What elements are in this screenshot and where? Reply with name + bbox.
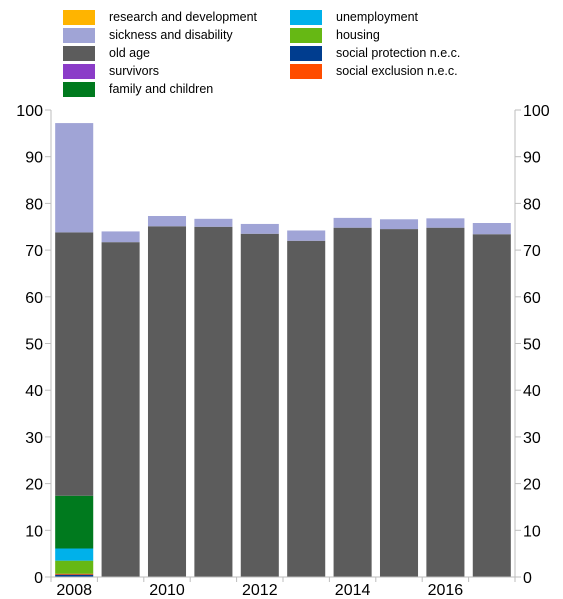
y-tick-label-right: 80 <box>523 196 541 213</box>
legend-swatch <box>63 81 95 97</box>
bar-segment <box>55 574 94 577</box>
y-tick-label-right: 0 <box>523 570 532 587</box>
bar-segment <box>101 231 140 243</box>
y-tick-label: 10 <box>25 523 43 540</box>
y-tick-label-right: 90 <box>523 150 541 167</box>
legend-label: unemployment <box>336 10 418 24</box>
bars-group <box>55 123 511 577</box>
y-tick-label-right: 70 <box>523 243 541 260</box>
y-tick-label-right: 20 <box>523 477 541 494</box>
y-tick-label-right: 40 <box>523 383 541 400</box>
bar-segment <box>55 560 94 574</box>
x-tick-label: 2008 <box>56 582 92 599</box>
x-tick-label: 2014 <box>335 582 371 599</box>
legend-swatch <box>63 27 95 43</box>
bar-segment <box>147 216 187 227</box>
y-tick-label-right: 60 <box>523 290 541 307</box>
legend-item: research and development <box>63 9 257 25</box>
legend-label: old age <box>109 46 151 60</box>
y-tick-label: 80 <box>25 196 43 213</box>
y-tick-label: 60 <box>25 290 43 307</box>
bar-segment <box>147 226 187 577</box>
bar-segment <box>472 234 511 577</box>
y-tick-label-right: 100 <box>523 103 550 120</box>
legend-swatch <box>290 45 322 61</box>
legend-item: housing <box>290 27 380 43</box>
legend-item: social exclusion n.e.c. <box>290 63 458 79</box>
y-tick-label: 40 <box>25 383 43 400</box>
legend-label: sickness and disability <box>109 28 233 42</box>
legend-label: social exclusion n.e.c. <box>336 64 458 78</box>
legend-label: family and children <box>109 82 214 96</box>
bar-segment <box>194 226 233 577</box>
legend-label: research and development <box>109 10 258 24</box>
x-tick-label: 2016 <box>428 582 464 599</box>
legend-item: survivors <box>63 63 159 79</box>
legend-swatch <box>290 63 322 79</box>
bar-segment <box>240 233 279 577</box>
legend-label: social protection n.e.c. <box>336 46 461 60</box>
bar-segment <box>55 548 94 561</box>
chart-legend: research and development sickness and di… <box>0 0 563 100</box>
x-tick-label: 2012 <box>242 582 278 599</box>
bar-segment <box>287 230 326 241</box>
bar-segment <box>426 218 465 228</box>
legend-item: social protection n.e.c. <box>290 45 460 61</box>
y-tick-label: 30 <box>25 430 43 447</box>
legend-swatch <box>290 27 322 43</box>
y-tick-label: 100 <box>16 103 43 120</box>
y-tick-label: 0 <box>34 570 43 587</box>
bar-segment <box>426 227 465 577</box>
bar-segment <box>55 573 94 575</box>
bar-segment <box>55 495 94 549</box>
bar-segment <box>55 123 94 233</box>
bar-segment <box>333 227 372 577</box>
bar-segment <box>101 242 140 577</box>
bar-segment <box>194 218 233 227</box>
legend-label: housing <box>336 28 380 42</box>
bar-segment <box>240 223 279 234</box>
bar-segment <box>287 240 326 577</box>
axes-group: 0 0 10 10 20 20 30 30 40 40 50 50 60 60 70 70 80 80 90 90 10… <box>16 103 550 599</box>
y-tick-label: 20 <box>25 477 43 494</box>
legend-item: unemployment <box>290 9 418 25</box>
legend-label: survivors <box>109 64 160 78</box>
y-tick-label-right: 50 <box>523 337 541 354</box>
legend-swatch <box>63 45 95 61</box>
legend-item: family and children <box>63 81 213 97</box>
legend-swatch <box>290 9 322 25</box>
y-tick-label-right: 30 <box>523 430 541 447</box>
bar-segment <box>379 219 419 230</box>
y-tick-label: 70 <box>25 243 43 260</box>
bar-segment <box>379 229 419 577</box>
y-tick-label: 90 <box>25 150 43 167</box>
legend-item: old age <box>63 45 150 61</box>
y-tick-label: 50 <box>25 337 43 354</box>
legend-item: sickness and disability <box>63 27 233 43</box>
bar-segment <box>333 217 372 228</box>
legend-swatch <box>63 9 95 25</box>
bar-segment <box>55 232 94 496</box>
legend-swatch <box>63 63 95 79</box>
y-tick-label-right: 10 <box>523 523 541 540</box>
bar-segment <box>472 223 511 235</box>
x-tick-label: 2010 <box>149 582 185 599</box>
